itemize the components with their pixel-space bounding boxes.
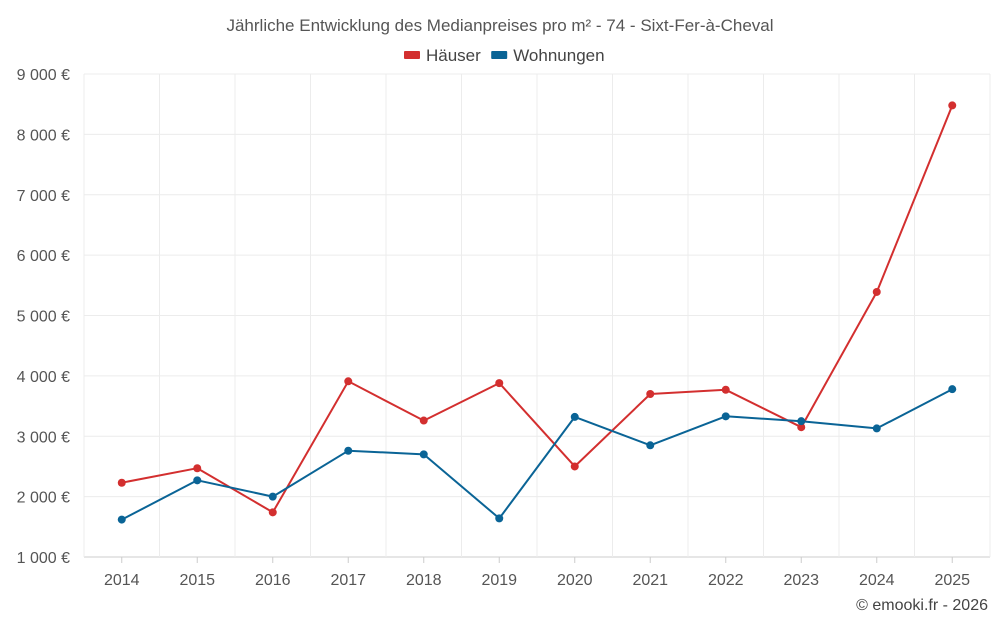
y-tick-label: 6 000 € [17,248,70,265]
x-tick-label: 2016 [255,572,291,589]
y-tick-label: 4 000 € [17,369,70,386]
legend-label: Häuser [426,46,481,65]
data-point-wohnungen[interactable] [344,446,353,455]
y-tick-label: 5 000 € [17,309,70,326]
series-line-wohnungen [121,388,953,521]
credit-text: © emooki.fr - 2026 [856,597,988,614]
x-tick-label: 2014 [104,572,140,589]
grid [83,73,991,558]
x-tick-label: 2024 [859,572,895,589]
data-point-wohnungen[interactable] [570,412,579,421]
data-point-haeuser[interactable] [797,423,806,432]
series-group [117,101,957,524]
y-axis: 1 000 € 2 000 € 3 000 € 4 000 € 5 000 € 6 000… [17,67,70,567]
data-point-wohnungen[interactable] [117,515,126,524]
x-tick-label: 2025 [934,572,970,589]
y-tick-label: 7 000 € [17,188,70,205]
x-tick-label: 2022 [708,572,744,589]
legend-item-haeuser[interactable]: Häuser [404,46,481,65]
data-point-wohnungen[interactable] [419,450,428,459]
data-point-wohnungen[interactable] [948,385,957,394]
data-point-wohnungen[interactable] [495,514,504,523]
y-tick-label: 8 000 € [17,127,70,144]
data-point-haeuser[interactable] [117,478,126,487]
x-tick-label: 2019 [481,572,517,589]
y-tick-label: 2 000 € [17,490,70,507]
data-point-haeuser[interactable] [419,416,428,425]
x-tick-label: 2018 [406,572,442,589]
data-point-wohnungen[interactable] [721,412,730,421]
y-tick-label: 1 000 € [17,550,70,567]
data-point-haeuser[interactable] [495,379,504,388]
legend-label: Wohnungen [513,46,604,65]
x-tick-label: 2020 [557,572,593,589]
legend-item-wohnungen[interactable]: Wohnungen [491,46,605,65]
data-point-haeuser[interactable] [721,385,730,394]
x-tick-label: 2023 [783,572,819,589]
x-axis: 2014 2015 2016 2017 2018 2019 2020 2021 2022 2023… [104,557,970,589]
data-point-wohnungen[interactable] [193,476,202,485]
data-point-haeuser[interactable] [646,389,655,398]
legend-swatch [404,51,420,59]
y-tick-label: 3 000 € [17,429,70,446]
data-point-wohnungen[interactable] [646,441,655,450]
data-point-haeuser[interactable] [872,287,881,296]
x-tick-label: 2021 [632,572,668,589]
data-point-haeuser[interactable] [948,101,957,110]
x-tick-label: 2017 [330,572,366,589]
data-point-wohnungen[interactable] [797,417,806,426]
data-point-haeuser[interactable] [570,462,579,471]
series-line-haeuser [121,105,954,514]
data-point-wohnungen[interactable] [268,492,277,501]
x-tick-label: 2015 [179,572,215,589]
data-point-wohnungen[interactable] [872,424,881,433]
legend: Häuser Wohnungen [404,46,605,65]
data-point-haeuser[interactable] [193,464,202,473]
y-tick-label: 9 000 € [17,67,70,84]
data-point-haeuser[interactable] [344,377,353,386]
legend-swatch [491,51,508,59]
chart-title: Jährliche Entwicklung des Medianpreises … [226,16,773,35]
data-point-haeuser[interactable] [268,508,277,517]
